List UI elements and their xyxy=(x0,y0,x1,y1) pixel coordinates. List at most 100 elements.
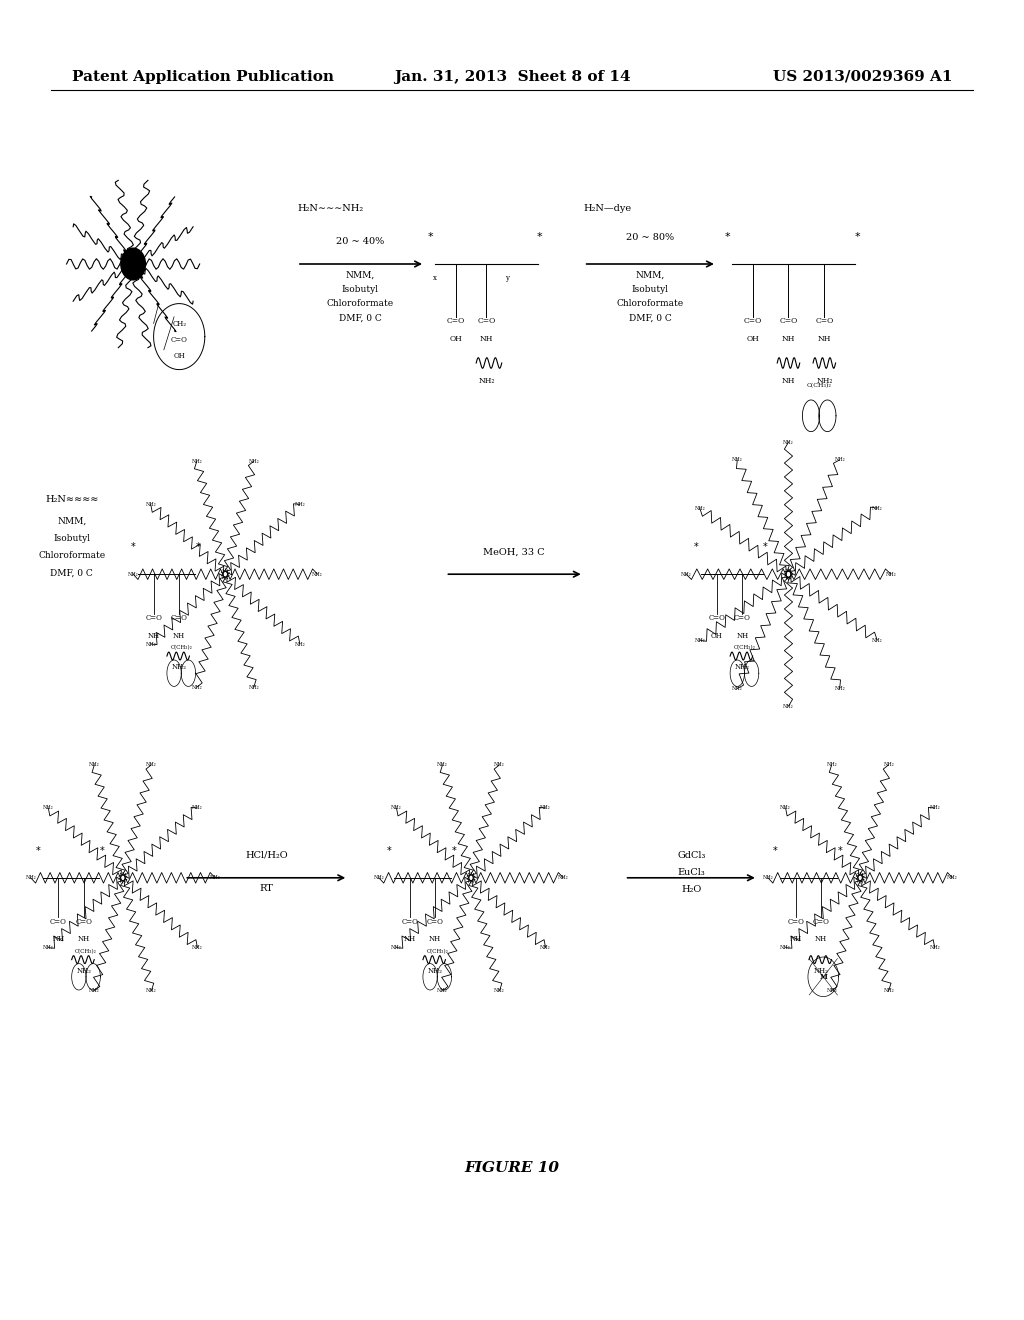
Text: Isobutyl: Isobutyl xyxy=(632,285,669,294)
Text: NH₂: NH₂ xyxy=(763,875,773,880)
Text: C=O: C=O xyxy=(446,317,465,326)
Text: NH: NH xyxy=(147,631,160,640)
Text: NH₂: NH₂ xyxy=(145,502,156,507)
Text: C(CH₃)₂: C(CH₃)₂ xyxy=(75,949,97,954)
Text: NH₂: NH₂ xyxy=(128,572,138,577)
Text: *: * xyxy=(773,846,777,857)
Text: C=O: C=O xyxy=(171,335,187,345)
Text: NH₂: NH₂ xyxy=(146,989,157,993)
Text: EuCl₃: EuCl₃ xyxy=(677,869,706,878)
Text: NH₂: NH₂ xyxy=(930,945,940,950)
Text: NH₂: NH₂ xyxy=(947,875,957,880)
Text: NH: NH xyxy=(781,334,796,343)
Text: RT: RT xyxy=(259,884,273,894)
Text: NH₂: NH₂ xyxy=(541,805,551,810)
Text: NH: NH xyxy=(817,334,831,343)
Text: C=O: C=O xyxy=(427,917,443,927)
Text: C=O: C=O xyxy=(171,614,187,623)
Text: NH: NH xyxy=(736,631,749,640)
Text: NH₂: NH₂ xyxy=(210,875,220,880)
Text: NH₂: NH₂ xyxy=(172,663,186,672)
Text: *: * xyxy=(694,543,698,553)
Text: NH₂: NH₂ xyxy=(783,440,794,445)
Text: C=O: C=O xyxy=(743,317,762,326)
Text: HCl/H₂O: HCl/H₂O xyxy=(245,851,288,861)
Text: FIGURE 10: FIGURE 10 xyxy=(465,1162,559,1175)
Text: C=O: C=O xyxy=(779,317,798,326)
Text: C(CH₃)₂: C(CH₃)₂ xyxy=(426,949,449,954)
Text: NH₂: NH₂ xyxy=(193,945,203,950)
Text: NH₂: NH₂ xyxy=(835,458,845,462)
Text: NH₂: NH₂ xyxy=(780,805,791,810)
Text: NH₂: NH₂ xyxy=(77,966,91,975)
Text: *: * xyxy=(427,232,433,243)
Text: C=O: C=O xyxy=(709,614,725,623)
Text: H₂N≈≈≈≈: H₂N≈≈≈≈ xyxy=(45,495,98,504)
Text: OH: OH xyxy=(450,334,462,343)
Text: Patent Application Publication: Patent Application Publication xyxy=(72,70,334,83)
Text: C=O: C=O xyxy=(76,917,92,927)
Text: *: * xyxy=(36,846,40,857)
Text: C=O: C=O xyxy=(477,317,496,326)
Text: Chloroformate: Chloroformate xyxy=(38,552,105,561)
Text: NH₂: NH₂ xyxy=(835,686,845,690)
Text: NMM,: NMM, xyxy=(346,271,375,280)
Text: OH: OH xyxy=(711,631,723,640)
Text: Jan. 31, 2013  Sheet 8 of 14: Jan. 31, 2013 Sheet 8 of 14 xyxy=(393,70,631,83)
Text: NH₂: NH₂ xyxy=(780,945,791,950)
Text: NH₂: NH₂ xyxy=(694,506,706,511)
Text: NH₂: NH₂ xyxy=(191,459,202,463)
Text: NH: NH xyxy=(815,935,827,944)
Text: C=O: C=O xyxy=(734,614,751,623)
Text: NH: NH xyxy=(429,935,441,944)
Text: NH₂: NH₂ xyxy=(886,572,896,577)
Text: NH: NH xyxy=(403,935,416,944)
Text: NH₂: NH₂ xyxy=(814,966,828,975)
Text: NH₂: NH₂ xyxy=(43,805,53,810)
Text: C=O: C=O xyxy=(50,917,67,927)
Text: C=O: C=O xyxy=(815,317,834,326)
Text: NH₂: NH₂ xyxy=(826,989,837,993)
Text: GdCl₃: GdCl₃ xyxy=(677,851,706,861)
Text: US 2013/0029369 A1: US 2013/0029369 A1 xyxy=(773,70,952,83)
Circle shape xyxy=(121,248,145,280)
Text: OH: OH xyxy=(746,334,759,343)
Text: NH₂: NH₂ xyxy=(428,966,442,975)
Text: NH₂: NH₂ xyxy=(437,763,447,767)
Text: DMF, 0 C: DMF, 0 C xyxy=(629,314,672,323)
Text: C=O: C=O xyxy=(787,917,804,927)
Text: NH₂: NH₂ xyxy=(930,805,940,810)
Text: NH₂: NH₂ xyxy=(871,506,883,511)
Text: y: y xyxy=(505,273,509,282)
Text: NH: NH xyxy=(479,334,494,343)
Text: *: * xyxy=(387,846,391,857)
Text: CH₂: CH₂ xyxy=(172,319,186,329)
Text: NH₂: NH₂ xyxy=(884,989,894,993)
Text: DMF, 0 C: DMF, 0 C xyxy=(339,314,382,323)
Text: NH: NH xyxy=(52,935,65,944)
Text: NH₂: NH₂ xyxy=(694,638,706,643)
Text: NH₂: NH₂ xyxy=(295,642,305,647)
Text: H₂N—dye: H₂N—dye xyxy=(584,205,632,214)
Text: NH₂: NH₂ xyxy=(871,638,883,643)
Text: NH₂: NH₂ xyxy=(732,686,742,690)
Text: NH₂: NH₂ xyxy=(249,459,259,463)
Text: NH: NH xyxy=(790,935,802,944)
Text: NH₂: NH₂ xyxy=(295,502,305,507)
Text: NH₂: NH₂ xyxy=(681,572,691,577)
Text: NH₂: NH₂ xyxy=(558,875,568,880)
Text: NH₂: NH₂ xyxy=(26,875,36,880)
Text: NH₂: NH₂ xyxy=(312,572,323,577)
Text: Chloroformate: Chloroformate xyxy=(327,300,394,309)
Text: M: M xyxy=(819,973,827,981)
Text: C(CH₃)₂: C(CH₃)₂ xyxy=(170,645,193,651)
Text: C(CH₃)₂: C(CH₃)₂ xyxy=(807,383,831,388)
Text: NH₂: NH₂ xyxy=(732,458,742,462)
Text: NH: NH xyxy=(173,631,185,640)
Text: DMF, 0 C: DMF, 0 C xyxy=(50,569,93,578)
Text: NH₂: NH₂ xyxy=(146,763,157,767)
Text: NH₂: NH₂ xyxy=(89,763,99,767)
Text: NH₂: NH₂ xyxy=(374,875,384,880)
Text: NH₂: NH₂ xyxy=(826,763,837,767)
Text: C(CH₃)₂: C(CH₃)₂ xyxy=(733,645,756,651)
